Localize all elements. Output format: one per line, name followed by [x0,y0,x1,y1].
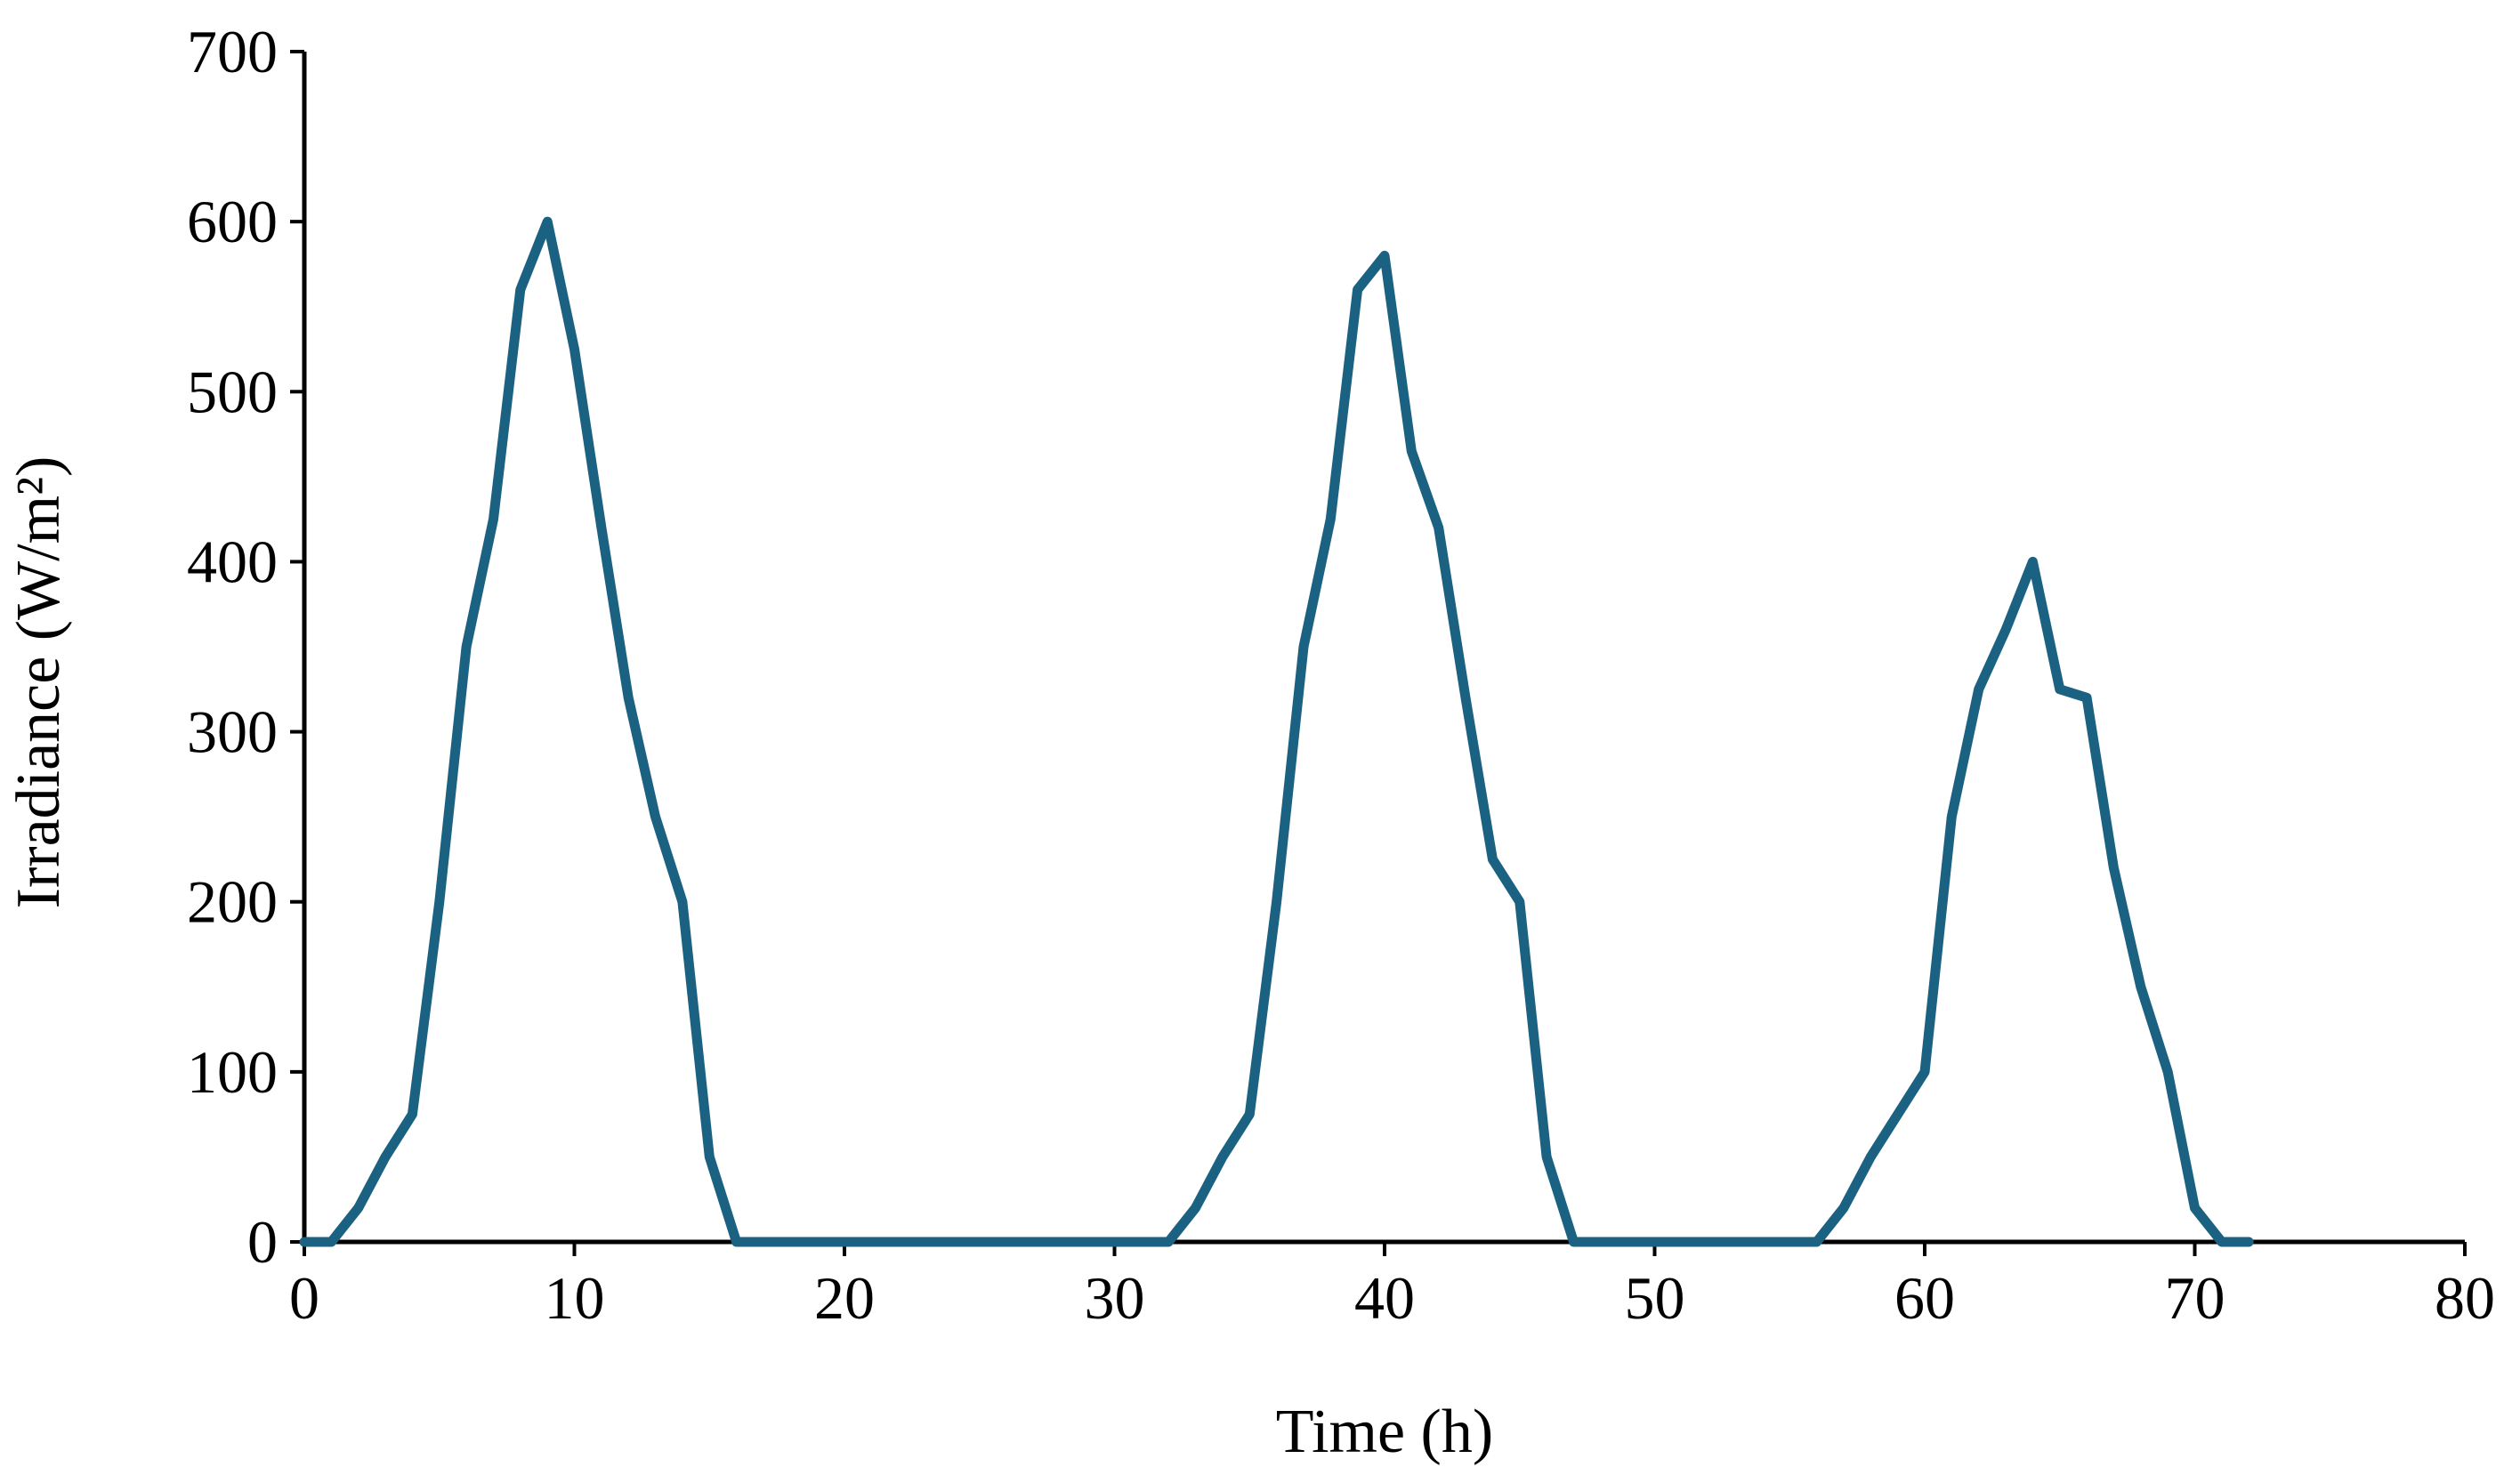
y-tick-label: 300 [187,698,278,766]
y-tick-label: 100 [187,1038,278,1106]
x-tick-label: 0 [289,1264,319,1332]
irradiance-series-line [299,216,2254,1247]
y-axis-title: Irradiance (W/m²) [4,456,73,909]
y-tick-label: 500 [187,358,278,425]
x-tick-label: 60 [1894,1264,1955,1332]
x-axis-ticks: 0 10 20 30 40 50 60 70 80 [289,1242,2495,1332]
x-axis-title: Time (h) [1276,1398,1493,1466]
x-tick-label: 70 [2165,1264,2225,1332]
x-tick-label: 40 [1354,1264,1415,1332]
x-tick-label: 20 [814,1264,875,1332]
y-tick-label: 0 [247,1208,278,1276]
x-tick-label: 10 [545,1264,605,1332]
y-tick-label: 200 [187,868,278,936]
y-tick-label: 700 [187,18,278,85]
y-tick-label: 600 [187,188,278,255]
x-tick-label: 30 [1085,1264,1145,1332]
y-axis-ticks: 0 100 200 300 400 500 600 700 [187,18,304,1276]
series-layer [299,216,2254,1247]
x-tick-label: 50 [1625,1264,1685,1332]
x-tick-label: 80 [2435,1264,2495,1332]
y-tick-label: 400 [187,528,278,595]
